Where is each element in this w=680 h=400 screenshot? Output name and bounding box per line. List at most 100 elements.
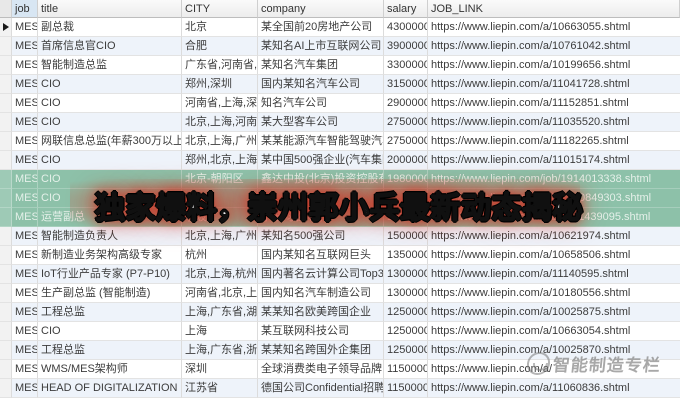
cell-company[interactable]: 某中国500强企业(汽车集团): [258, 151, 384, 170]
cell-city[interactable]: 深圳: [182, 360, 258, 379]
cell-job-link[interactable]: https://www.liepin.com/a/10199656.shtml: [428, 56, 680, 75]
row-selector-cell[interactable]: [0, 189, 12, 208]
row-selector-cell[interactable]: [0, 75, 12, 94]
cell-job[interactable]: MES: [12, 94, 38, 113]
table-row[interactable]: MES 智能制造负责人 北京,上海,广州 某知名500强公司 1500000 https:…: [0, 227, 680, 246]
cell-job[interactable]: MES: [12, 284, 38, 303]
cell-job-link[interactable]: https://www.liepin.com/a/10180556.shtml: [428, 284, 680, 303]
cell-job[interactable]: MES: [12, 265, 38, 284]
cell-job-link[interactable]: https://www.liepin.com/a/11152851.shtml: [428, 94, 680, 113]
cell-job-link[interactable]: https://www.liepin.com/a/11140595.shtml: [428, 265, 680, 284]
cell-job[interactable]: MES: [12, 360, 38, 379]
cell-city[interactable]: 上海: [182, 322, 258, 341]
cell-company[interactable]: 知名汽车公司: [258, 94, 384, 113]
cell-title[interactable]: CIO: [38, 75, 182, 94]
cell-job[interactable]: MES: [12, 56, 38, 75]
cell-job[interactable]: MES: [12, 303, 38, 322]
cell-job[interactable]: MES: [12, 75, 38, 94]
cell-job-link[interactable]: https://www.liepin.com/a/11060836.shtml: [428, 379, 680, 398]
cell-job[interactable]: MES: [12, 208, 38, 227]
row-selector-cell[interactable]: [0, 284, 12, 303]
row-selector-cell[interactable]: [0, 227, 12, 246]
row-selector-cell[interactable]: [0, 37, 12, 56]
row-selector-cell[interactable]: [0, 208, 12, 227]
cell-salary[interactable]: 1350000: [384, 246, 428, 265]
cell-company[interactable]: 某知名汽车集团: [258, 56, 384, 75]
cell-city[interactable]: 广东省,河南省,江苏省: [182, 56, 258, 75]
cell-job-link[interactable]: https://www.liepin.com/a/: [428, 360, 680, 379]
row-selector-cell[interactable]: [0, 379, 12, 398]
table-row[interactable]: MES HEAD OF DIGITALIZATION 江苏省 德国公司Confiden…: [0, 379, 680, 398]
row-selector-cell[interactable]: [0, 246, 12, 265]
cell-job-link[interactable]: https://www.liepin.com/a/10025870.shtml: [428, 341, 680, 360]
table-row[interactable]: MES工程总监上海,广东省,浙江省某某知名跨国外企集团1250000https:…: [0, 341, 680, 360]
cell-job-link[interactable]: https://www.liepin.com/a/11041728.shtml: [428, 75, 680, 94]
cell-title[interactable]: 网联信息总监(年薪300万以上): [38, 132, 182, 151]
table-row[interactable]: MESCIO河南省,上海,深圳知名汽车公司2900000https://www.…: [0, 94, 680, 113]
cell-company[interactable]: 某大型客车公司: [258, 113, 384, 132]
cell-company[interactable]: 某某能源汽车智能驾驶汽车制造商: [258, 132, 384, 151]
row-selector-cell[interactable]: [0, 151, 12, 170]
cell-city[interactable]: 上海,广东省,浙江省: [182, 341, 258, 360]
column-header-city[interactable]: CITY: [182, 0, 258, 18]
row-selector-cell[interactable]: [0, 322, 12, 341]
cell-title[interactable]: 副总裁: [38, 18, 182, 37]
column-header-job-link[interactable]: JOB_LINK: [428, 0, 680, 18]
cell-city[interactable]: 合肥: [182, 37, 258, 56]
cell-title[interactable]: CIO: [38, 113, 182, 132]
cell-salary[interactable]: 1150000: [384, 360, 428, 379]
row-selector-cell[interactable]: [0, 18, 12, 37]
cell-job-link[interactable]: https://www.liepin.com/a/11035520.shtml: [428, 113, 680, 132]
cell-job[interactable]: MES: [12, 379, 38, 398]
cell-city[interactable]: 上海,广东省,湖北省: [182, 303, 258, 322]
cell-job-link[interactable]: https://www.liepin.com/a/10663055.shtml: [428, 18, 680, 37]
table-row[interactable]: MES 新制造业务架构高级专家 杭州 国内某知名互联网巨头 1350000 https:/…: [0, 246, 680, 265]
row-selector-cell[interactable]: [0, 170, 12, 189]
cell-job-link[interactable]: https://www.liepin.com/a/10663054.shtml: [428, 322, 680, 341]
cell-title[interactable]: WMS/MES架构师: [38, 360, 182, 379]
cell-salary[interactable]: 1300000: [384, 284, 428, 303]
cell-title[interactable]: CIO: [38, 151, 182, 170]
cell-job[interactable]: MES: [12, 170, 38, 189]
cell-company[interactable]: 某某知名欧美跨国企业: [258, 303, 384, 322]
cell-city[interactable]: 北京,上海,广州: [182, 227, 258, 246]
cell-title[interactable]: HEAD OF DIGITALIZATION: [38, 379, 182, 398]
cell-city[interactable]: 郑州,深圳: [182, 75, 258, 94]
cell-job-link[interactable]: https://www.liepin.com/a/10658506.shtml: [428, 246, 680, 265]
cell-city[interactable]: 北京,上海,广州: [182, 132, 258, 151]
column-header-title[interactable]: title: [38, 0, 182, 18]
cell-company[interactable]: 某互联网科技公司: [258, 322, 384, 341]
cell-company[interactable]: 国内某知名互联网巨头: [258, 246, 384, 265]
table-row[interactable]: MES CIO 上海 某互联网科技公司 1250000 https://www.liepi…: [0, 322, 680, 341]
cell-job[interactable]: MES: [12, 37, 38, 56]
cell-title[interactable]: 首席信息官CIO: [38, 37, 182, 56]
table-row[interactable]: MES智能制造总监广东省,河南省,江苏省某知名汽车集团3300000https:…: [0, 56, 680, 75]
cell-job[interactable]: MES: [12, 18, 38, 37]
cell-company[interactable]: 某知名AI上市互联网公司: [258, 37, 384, 56]
cell-city[interactable]: 北京,上海,杭州: [182, 265, 258, 284]
table-row[interactable]: MESCIO北京,上海,河南省某大型客车公司2750000https://www…: [0, 113, 680, 132]
table-row[interactable]: MES WMS/MES架构师 深圳 全球消费类电子领导品牌 1150000 https:/…: [0, 360, 680, 379]
cell-company[interactable]: 国内某知名汽车公司: [258, 75, 384, 94]
cell-salary[interactable]: 1500000: [384, 227, 428, 246]
cell-job[interactable]: MES: [12, 132, 38, 151]
cell-job[interactable]: MES: [12, 151, 38, 170]
cell-job[interactable]: MES: [12, 227, 38, 246]
table-row[interactable]: MES CIO 郑州,深圳 国内某知名汽车公司 3150000 https://www.l…: [0, 75, 680, 94]
table-row[interactable]: MES IoT行业产品专家 (P7-P10) 北京,上海,杭州 国内著名云计算公司To…: [0, 265, 680, 284]
row-selector-cell[interactable]: [0, 113, 12, 132]
cell-job-link[interactable]: https://www.liepin.com/a/11182265.shtml: [428, 132, 680, 151]
cell-city[interactable]: 北京,上海,河南省: [182, 113, 258, 132]
cell-title[interactable]: 工程总监: [38, 303, 182, 322]
cell-title[interactable]: 生产副总监 (智能制造): [38, 284, 182, 303]
cell-title[interactable]: IoT行业产品专家 (P7-P10): [38, 265, 182, 284]
cell-company[interactable]: 国内著名云计算公司Top3: [258, 265, 384, 284]
cell-salary[interactable]: 2750000: [384, 113, 428, 132]
cell-job[interactable]: MES: [12, 341, 38, 360]
cell-salary[interactable]: 1150000: [384, 379, 428, 398]
cell-company[interactable]: 某某知名跨国外企集团: [258, 341, 384, 360]
cell-city[interactable]: 江苏省: [182, 379, 258, 398]
cell-title[interactable]: 新制造业务架构高级专家: [38, 246, 182, 265]
row-selector-cell[interactable]: [0, 303, 12, 322]
